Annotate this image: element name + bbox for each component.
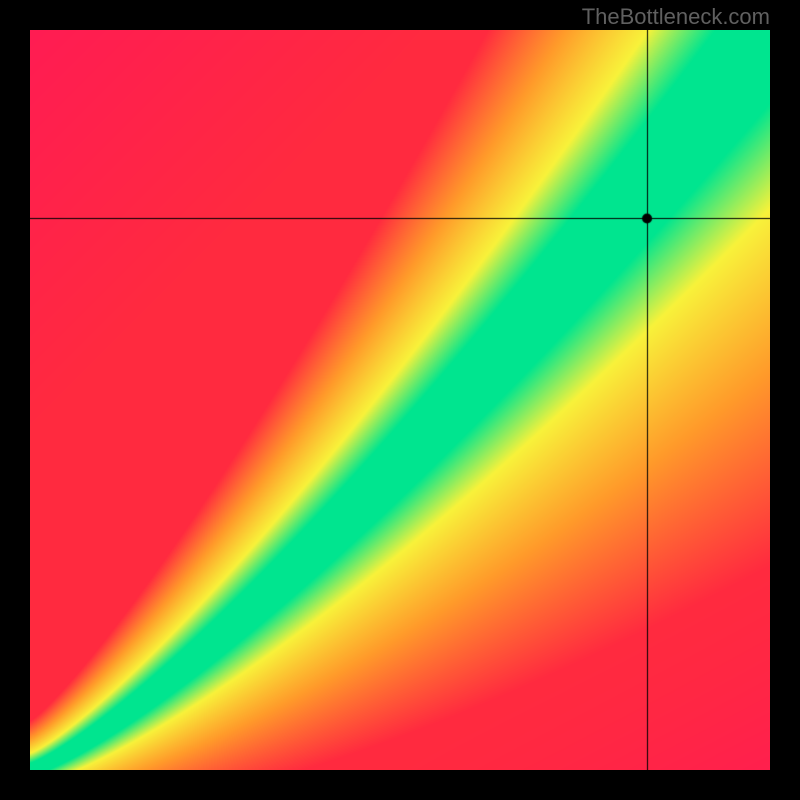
chart-container: TheBottleneck.com xyxy=(0,0,800,800)
watermark-text: TheBottleneck.com xyxy=(582,4,770,30)
bottleneck-heatmap xyxy=(30,30,770,770)
